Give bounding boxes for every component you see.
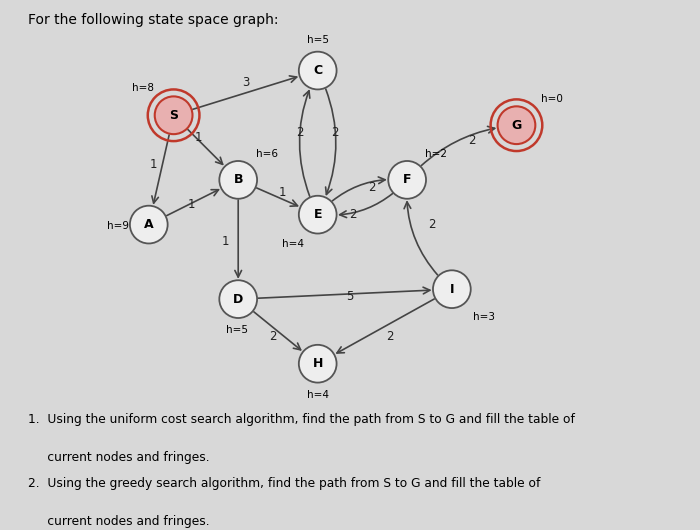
Circle shape bbox=[219, 161, 257, 199]
Text: h=4: h=4 bbox=[282, 240, 304, 250]
Circle shape bbox=[433, 270, 470, 308]
Text: h=0: h=0 bbox=[541, 94, 564, 104]
Text: 1.  Using the uniform cost search algorithm, find the path from S to G and fill : 1. Using the uniform cost search algorit… bbox=[28, 413, 575, 426]
Text: 2: 2 bbox=[349, 208, 356, 221]
Text: 2: 2 bbox=[270, 330, 276, 343]
Circle shape bbox=[299, 196, 337, 234]
Text: 1: 1 bbox=[195, 131, 202, 144]
Text: h=4: h=4 bbox=[307, 390, 329, 400]
Text: H: H bbox=[312, 357, 323, 370]
Text: current nodes and fringes.: current nodes and fringes. bbox=[28, 451, 209, 464]
Text: 1: 1 bbox=[222, 235, 230, 249]
Circle shape bbox=[299, 51, 337, 90]
Text: E: E bbox=[314, 208, 322, 221]
Text: C: C bbox=[313, 64, 322, 77]
Text: h=3: h=3 bbox=[473, 312, 495, 322]
Text: h=5: h=5 bbox=[307, 35, 329, 45]
Text: h=9: h=9 bbox=[107, 220, 129, 231]
Text: G: G bbox=[511, 119, 522, 132]
Text: 2.  Using the greedy search algorithm, find the path from S to G and fill the ta: 2. Using the greedy search algorithm, fi… bbox=[28, 476, 540, 490]
Text: h=8: h=8 bbox=[132, 83, 154, 93]
Text: 2: 2 bbox=[331, 126, 339, 139]
Text: I: I bbox=[449, 282, 454, 296]
Text: h=5: h=5 bbox=[226, 325, 248, 335]
Circle shape bbox=[299, 345, 337, 383]
Circle shape bbox=[155, 96, 192, 134]
Text: F: F bbox=[403, 173, 412, 187]
Text: 2: 2 bbox=[369, 181, 376, 194]
Text: A: A bbox=[144, 218, 153, 231]
Text: 1: 1 bbox=[188, 198, 195, 211]
Text: D: D bbox=[233, 293, 244, 306]
Text: 2: 2 bbox=[297, 126, 304, 139]
Text: 2: 2 bbox=[386, 330, 393, 343]
Text: h=6: h=6 bbox=[256, 149, 278, 159]
Text: current nodes and fringes.: current nodes and fringes. bbox=[28, 515, 209, 528]
Text: 1: 1 bbox=[150, 158, 158, 172]
Circle shape bbox=[498, 107, 536, 144]
Text: 3: 3 bbox=[242, 76, 249, 90]
Text: 5: 5 bbox=[346, 290, 354, 303]
Text: 1: 1 bbox=[279, 186, 287, 199]
Text: 2: 2 bbox=[428, 218, 435, 231]
Text: h=2: h=2 bbox=[425, 149, 447, 159]
Text: For the following state space graph:: For the following state space graph: bbox=[28, 13, 279, 27]
Text: 2: 2 bbox=[468, 134, 475, 147]
Text: B: B bbox=[234, 173, 243, 187]
Text: S: S bbox=[169, 109, 178, 122]
Circle shape bbox=[130, 206, 167, 243]
Circle shape bbox=[389, 161, 426, 199]
Circle shape bbox=[219, 280, 257, 318]
